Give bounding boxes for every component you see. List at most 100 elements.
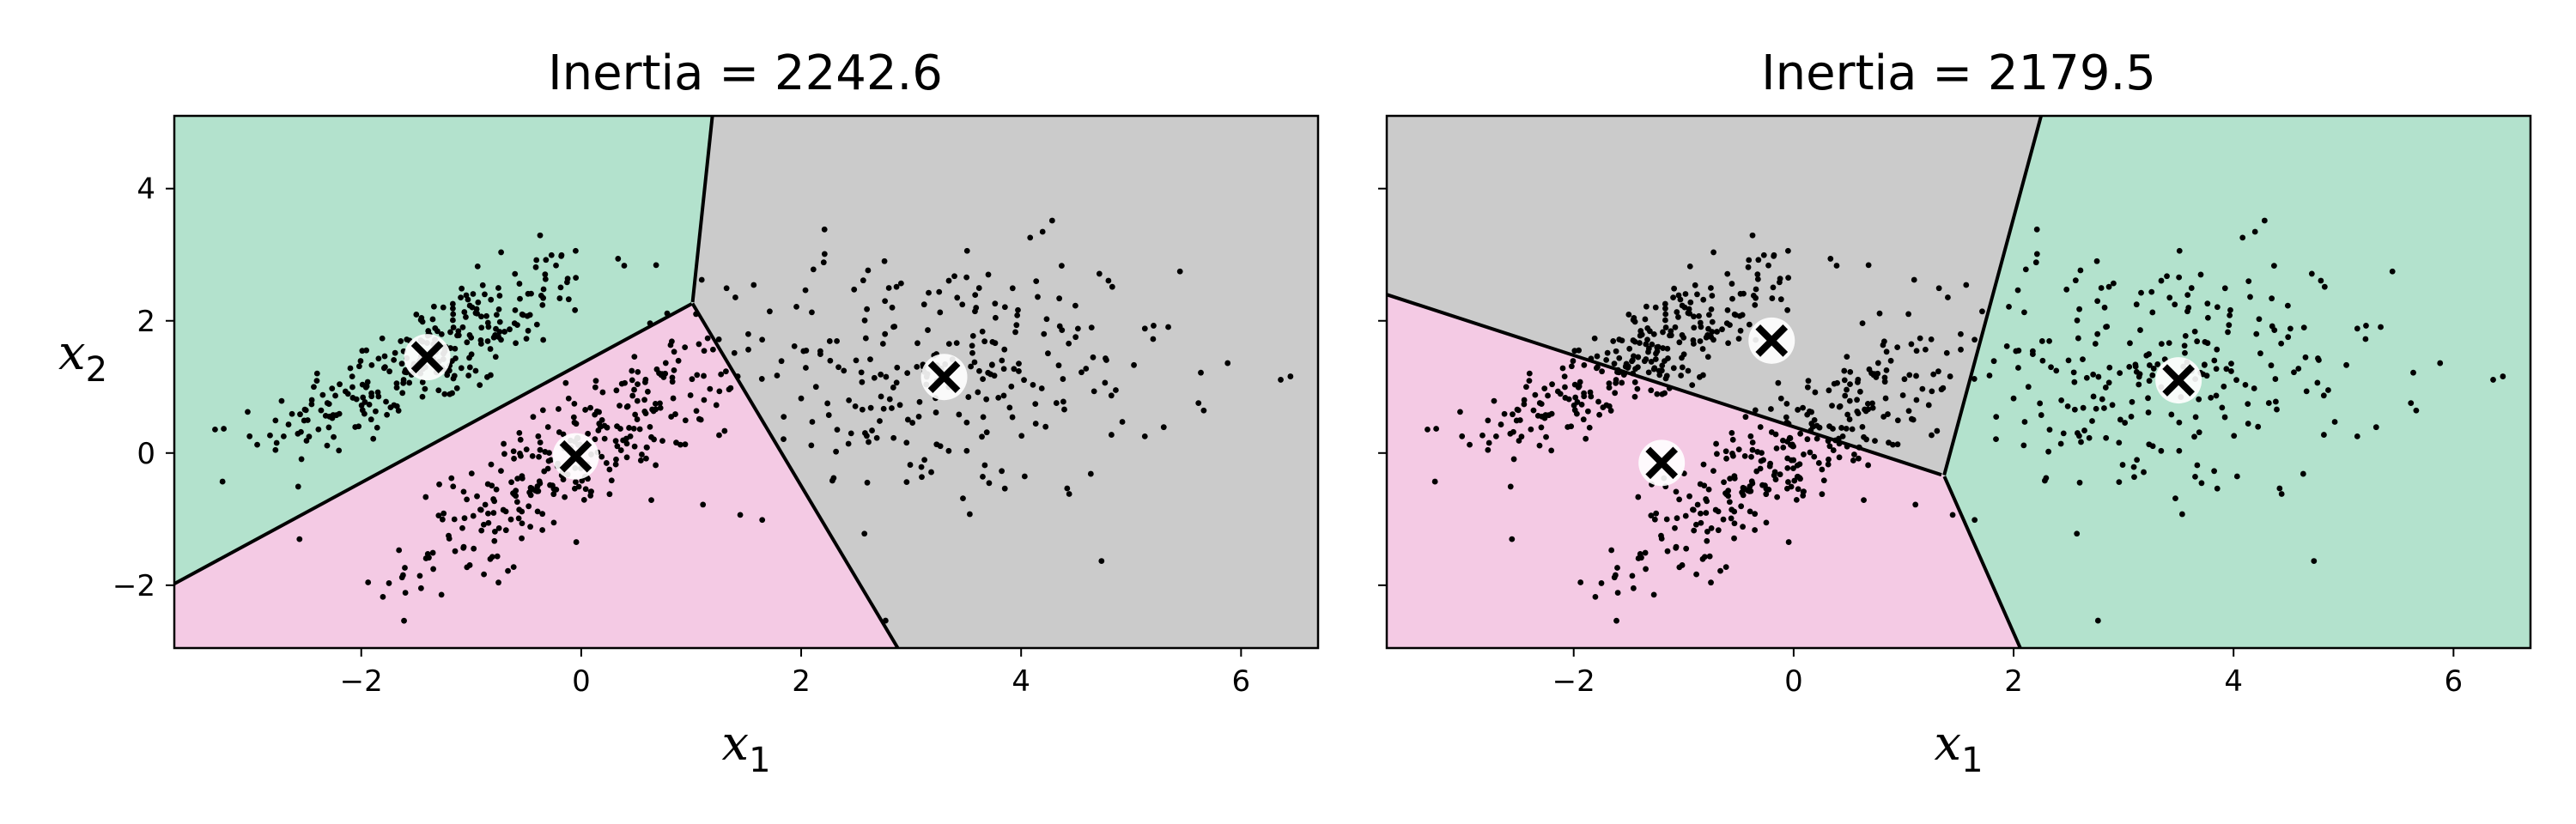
data-point	[278, 397, 285, 404]
data-point	[645, 388, 651, 395]
data-point	[380, 365, 387, 372]
data-point	[1607, 408, 1614, 414]
data-point	[1690, 506, 1696, 513]
data-point	[1731, 473, 1738, 480]
data-point	[885, 285, 892, 291]
data-point	[1745, 264, 1752, 270]
x-tick-label: 2	[792, 664, 811, 699]
data-point	[1662, 306, 1668, 312]
data-point	[621, 263, 628, 269]
data-point	[682, 344, 689, 350]
data-point	[2308, 270, 2315, 277]
data-point	[2145, 409, 2152, 415]
data-point	[1014, 312, 1021, 318]
data-point	[620, 437, 626, 444]
data-point	[1783, 414, 1789, 421]
data-point	[1583, 435, 1589, 442]
x-tick-label: 0	[572, 664, 591, 699]
data-point	[1826, 443, 1833, 450]
data-point	[824, 400, 831, 407]
data-point	[791, 342, 798, 349]
data-point	[435, 387, 442, 394]
data-point	[422, 555, 429, 561]
data-point	[1928, 336, 1935, 342]
data-point	[904, 370, 911, 377]
data-point	[1800, 404, 1806, 411]
data-point	[1832, 437, 1838, 444]
data-point	[501, 440, 507, 447]
decision-boundary	[1942, 116, 2043, 476]
data-point	[643, 444, 650, 451]
data-point	[1846, 397, 1853, 404]
data-point	[630, 425, 637, 432]
data-point	[623, 440, 630, 447]
data-point	[859, 406, 866, 413]
data-point	[245, 409, 251, 415]
data-point	[416, 573, 423, 579]
data-point	[1705, 325, 1711, 332]
data-point	[1060, 398, 1066, 405]
data-point	[867, 356, 873, 363]
centroid-marker	[2155, 357, 2202, 404]
data-point	[439, 516, 446, 523]
data-point	[438, 591, 445, 598]
data-point	[1935, 368, 1941, 375]
data-point	[1748, 453, 1754, 460]
data-point	[636, 426, 643, 433]
data-point	[2265, 400, 2272, 406]
data-point	[308, 401, 315, 408]
centroid-marker	[920, 354, 968, 401]
data-point	[441, 391, 448, 397]
data-point	[1819, 491, 1826, 498]
data-point	[1507, 483, 1514, 490]
data-point	[1592, 593, 1599, 600]
data-point	[2268, 362, 2275, 369]
data-point	[449, 300, 456, 307]
data-point	[1971, 376, 1978, 382]
data-point	[1021, 377, 1027, 384]
data-point	[2063, 286, 2070, 293]
data-point	[393, 380, 400, 387]
data-point	[530, 414, 537, 421]
data-point	[459, 285, 465, 292]
data-point	[459, 324, 466, 330]
data-point	[841, 367, 848, 374]
cluster-region	[174, 303, 898, 648]
data-point	[1783, 400, 1790, 407]
data-point	[1066, 491, 1072, 497]
data-point	[2320, 392, 2327, 399]
data-point	[1841, 367, 1848, 374]
data-point	[399, 390, 406, 397]
data-point	[2181, 342, 2188, 349]
data-point	[1642, 549, 1649, 556]
data-point	[700, 501, 707, 508]
data-point	[745, 346, 751, 353]
data-point	[2089, 418, 2095, 424]
data-point	[363, 347, 370, 354]
data-point	[945, 277, 952, 284]
data-point	[458, 294, 464, 301]
data-point	[459, 524, 465, 531]
data-point	[1645, 369, 1652, 376]
data-point	[212, 426, 218, 433]
data-point	[2372, 424, 2379, 431]
data-point	[2119, 462, 2126, 468]
data-point	[517, 295, 523, 302]
data-point	[1687, 299, 1694, 306]
data-point	[517, 450, 523, 457]
data-point	[2198, 480, 2205, 487]
data-point	[573, 421, 580, 427]
data-point	[963, 247, 970, 254]
data-point	[523, 336, 530, 342]
data-point	[2158, 277, 2165, 284]
data-point	[1001, 346, 1008, 353]
data-point	[1740, 524, 1747, 530]
data-point	[1717, 567, 1723, 574]
data-point	[267, 432, 273, 439]
data-point	[1819, 466, 1826, 473]
data-point	[829, 477, 835, 484]
data-point	[453, 385, 460, 391]
data-point	[629, 377, 635, 384]
data-point	[2221, 414, 2228, 421]
